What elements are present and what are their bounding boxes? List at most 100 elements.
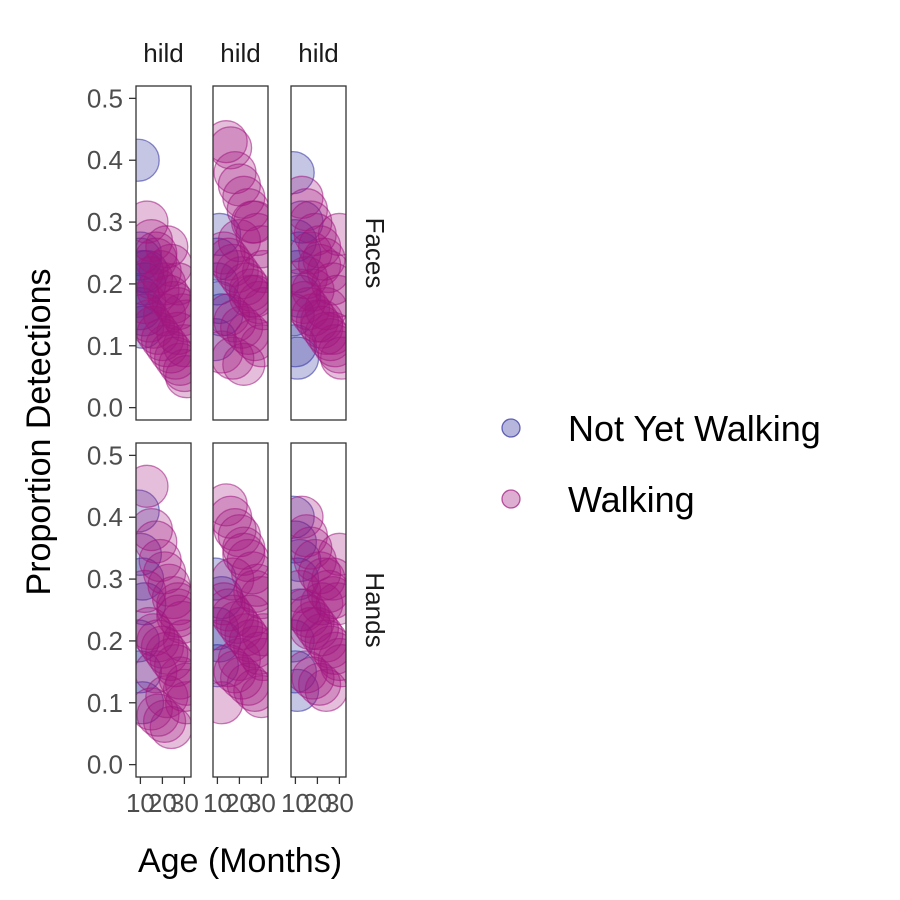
data-point [300,613,344,657]
facet-column-label: hild [298,38,338,68]
data-point [215,249,259,294]
panel-border [290,442,347,778]
data-point [222,532,266,576]
data-point [291,656,335,700]
y-tick-label: 0.5 [87,83,123,113]
data-point [213,231,246,275]
y-tick-label: 0.4 [87,145,123,175]
data-point [297,662,342,706]
x-tick-label: 30 [247,788,276,818]
data-point [151,575,191,620]
data-point [317,532,346,576]
data-point [222,342,266,386]
facet-column-label: hild [143,38,183,68]
data-point [162,348,191,393]
series-points-group [291,175,346,380]
data-point [300,299,344,343]
data-point [213,681,244,725]
panel-border [135,442,192,778]
data-point [213,126,253,170]
x-tick-label: 30 [170,788,199,818]
data-point [300,305,344,349]
data-point [213,557,255,601]
legend-key-swatch [501,489,521,509]
x-tick-label: 20 [303,788,332,818]
y-tick-label: 0.3 [87,207,123,237]
data-point [145,225,189,269]
data-point [217,637,262,682]
y-tick-label: 0.2 [87,269,123,299]
y-axis-title: Proportion Detections [20,269,58,596]
panel-border [212,85,269,421]
x-tick-label: 20 [148,788,177,818]
y-tick-label: 0.5 [87,440,123,470]
facet-row-label: Faces [360,218,390,289]
data-point [156,582,191,626]
legend: Not Yet Walking Walking [501,408,821,520]
data-point [136,464,169,508]
data-point [164,662,191,706]
data-point [158,656,191,700]
legend-key-swatch [501,418,521,438]
data-point [304,668,346,713]
data-point [226,662,268,706]
y-tick-label: 0.0 [87,750,123,780]
x-tick-label: 10 [126,788,155,818]
data-point [291,293,335,337]
x-tick-label: 30 [325,788,354,818]
data-point [142,699,187,743]
data-point [162,619,191,663]
x-axis-title: Age (Months) [138,842,342,880]
legend-entry-label: Walking [568,479,695,520]
series-points-group [136,464,191,750]
data-point [213,582,246,626]
panel-border [212,442,269,778]
y-tick-label: 0.4 [87,502,123,532]
series-points-group [291,495,346,713]
data-point [156,594,191,638]
panel-border [290,85,347,421]
data-point [300,582,344,626]
x-tick-label: 20 [225,788,254,818]
facet-row-label: Hands [360,572,390,647]
y-tick-label: 0.1 [87,331,123,361]
data-point [228,274,268,318]
data-point [217,218,262,263]
data-point [317,212,346,257]
data-point [219,656,264,700]
data-point [136,532,163,576]
data-point [239,674,268,719]
y-tick-label: 0.0 [87,393,123,423]
data-point [164,299,191,343]
series-points-group [213,120,268,386]
data-point [230,551,268,595]
x-tick-label: 10 [281,788,310,818]
data-point [311,311,346,356]
data-point [228,594,268,638]
y-tick-label: 0.1 [87,688,123,718]
data-point [291,569,322,614]
data-point [241,249,268,294]
data-point [156,262,191,306]
data-point [291,256,329,300]
data-point [136,619,180,663]
data-point [136,569,167,614]
legend-entry-label: Not Yet Walking [568,408,821,449]
y-tick-label: 0.3 [87,564,123,594]
data-point [136,138,160,182]
facet-panels: hild hild hild Faces Hands 0.0 0.1 0.2 0.3 0.4 0.5… [87,38,390,818]
series-points-group [213,483,268,725]
x-tick-label: 10 [203,788,232,818]
data-point [291,231,333,275]
data-point [291,268,322,312]
data-point [319,336,346,380]
data-point [291,606,333,651]
data-point [233,569,268,614]
facet-column-label: hild [220,38,260,68]
data-point [241,613,268,657]
panel-border [135,85,192,421]
series-points-group [136,200,191,399]
y-tick-label: 0.2 [87,626,123,656]
data-point [297,243,342,288]
